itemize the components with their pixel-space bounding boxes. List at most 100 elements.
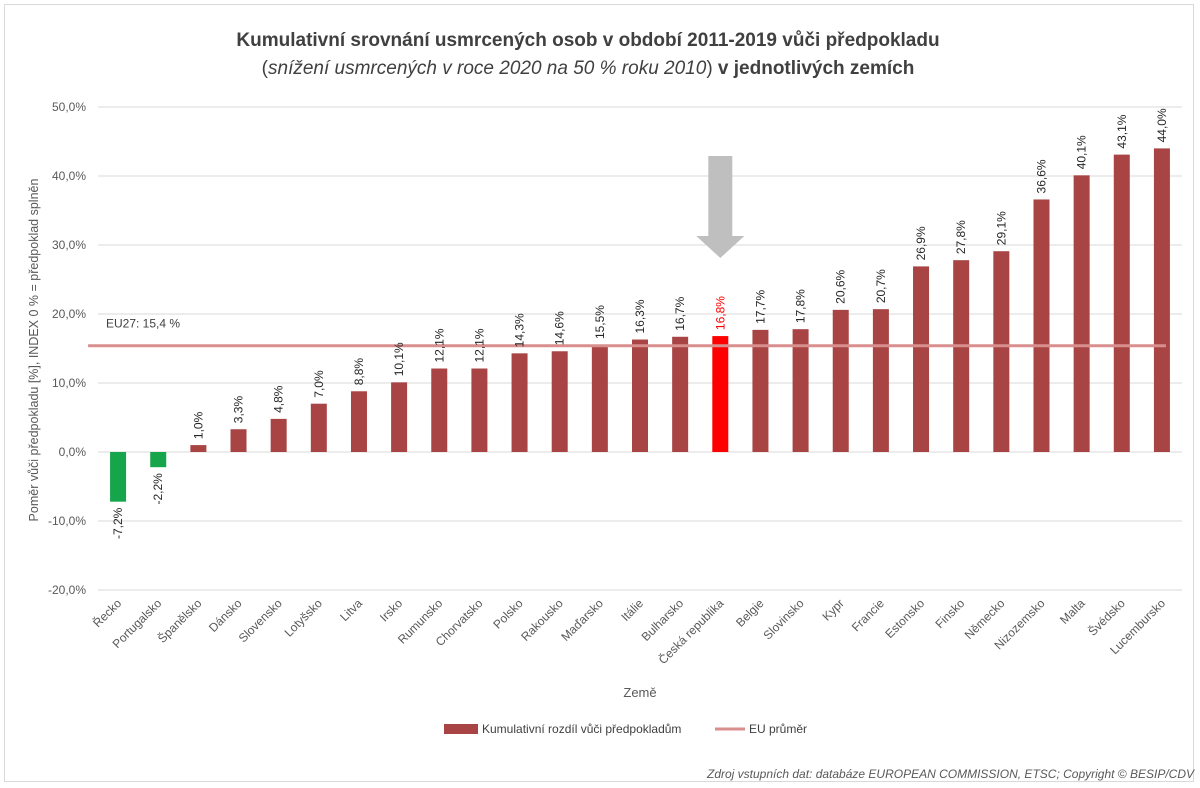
bar: [471, 368, 488, 452]
x-tick-label: Belgie: [733, 596, 767, 630]
x-tick-label: Francie: [849, 596, 887, 634]
x-tick-label: Španělsko: [154, 595, 204, 645]
bar: [672, 336, 689, 452]
data-label: 12,1%: [472, 328, 486, 362]
y-axis-ticks: -20,0% -10,0% 0,0% 10,0% 20,0% 30,0% 40,0% 50,0…: [48, 100, 86, 597]
x-tick-label: Litva: [337, 596, 365, 624]
y-tick-label: 10,0%: [52, 376, 86, 390]
bar: [953, 260, 970, 452]
y-axis-label: Poměr vůči předpokladu [%], INDEX 0 % = …: [27, 179, 41, 522]
data-label: 27,8%: [954, 220, 968, 254]
y-tick-label: -10,0%: [48, 514, 86, 528]
data-label: 26,9%: [914, 226, 928, 260]
bar: [591, 345, 608, 452]
bar: [632, 339, 648, 452]
bar: [551, 351, 568, 452]
bar: [230, 429, 247, 452]
x-tick-label: Finsko: [932, 596, 967, 631]
data-label: 20,7%: [874, 269, 888, 303]
data-label: -2,2%: [151, 473, 165, 505]
bar: [310, 403, 327, 452]
bar: [993, 251, 1010, 452]
data-label: 10,1%: [392, 342, 406, 376]
bar: [752, 329, 769, 452]
x-tick-label: Dánsko: [206, 596, 245, 635]
bar: [1153, 148, 1170, 452]
bar: [1113, 154, 1130, 453]
data-label: 29,1%: [994, 211, 1008, 245]
bar: [350, 391, 367, 452]
bar: [872, 309, 889, 452]
bar: [913, 266, 930, 452]
bar: [792, 329, 809, 452]
source-note: Zdroj vstupních dat: databáze EUROPEAN C…: [706, 767, 1194, 781]
legend-label-bar: Kumulativní rozdíl vůči předpokladům: [482, 722, 681, 736]
data-label: 16,3%: [633, 299, 647, 333]
data-label: 15,5%: [593, 305, 607, 339]
subtitle-close-paren: ): [706, 58, 713, 79]
bar: [190, 445, 207, 452]
data-label: 16,8%: [713, 296, 727, 330]
y-tick-label: 20,0%: [52, 307, 86, 321]
data-label: 43,1%: [1115, 114, 1129, 148]
chart-title: Kumulativní srovnání usmrcených osob v o…: [236, 30, 940, 51]
x-tick-label: Estonsko: [882, 596, 927, 641]
data-labels: -7,2% -2,2% 1,0% 3,3% 4,8% 7,0% 8,8% 10,1% 12,1%…: [111, 108, 1169, 539]
y-tick-label: 0,0%: [59, 445, 87, 459]
legend-label-line: EU průměr: [749, 722, 807, 736]
x-tick-label: Lotyšsko: [282, 596, 326, 640]
data-label: 8,8%: [352, 358, 366, 386]
subtitle-italic: snížení usmrcených v roce 2020 na 50 % r…: [268, 58, 707, 79]
bar: [150, 452, 167, 468]
bar: [1033, 199, 1050, 452]
y-tick-label: 30,0%: [52, 238, 86, 252]
data-label: 17,8%: [794, 289, 808, 323]
subtitle-bold: v jednotlivých zemích: [717, 58, 915, 79]
x-tick-label: Slovinsko: [760, 596, 806, 642]
y-tick-label: 50,0%: [52, 100, 86, 114]
x-tick-label: Irsko: [377, 596, 406, 625]
data-label: 14,6%: [553, 311, 567, 345]
bar: [431, 368, 448, 452]
bar: [270, 418, 287, 452]
data-label: 7,0%: [312, 370, 326, 398]
x-tick-label: Slovensko: [236, 596, 285, 645]
data-label: 20,6%: [834, 270, 848, 304]
data-label: 16,7%: [673, 296, 687, 330]
data-label: 3,3%: [232, 396, 246, 424]
data-label: 36,6%: [1034, 159, 1048, 193]
legend-swatch-bar: [444, 724, 478, 734]
data-label: 40,1%: [1075, 135, 1089, 169]
bar: [1073, 175, 1090, 452]
x-tick-label: Řecko: [90, 595, 125, 630]
x-tick-label: Rakousko: [518, 596, 566, 644]
x-tick-label: Itálie: [618, 596, 646, 624]
bar: [832, 309, 849, 452]
data-label: 44,0%: [1155, 108, 1169, 142]
annotations: EU27: 15,4 %: [106, 156, 745, 331]
legend: Kumulativní rozdíl vůči předpokladům EU p…: [444, 722, 807, 736]
eu-average-label: EU27: 15,4 %: [106, 317, 180, 331]
x-axis-label: Země: [623, 685, 656, 700]
subtitle-open-paren: (: [261, 58, 268, 79]
x-tick-label: Malta: [1057, 596, 1088, 627]
data-label: 17,7%: [753, 290, 767, 324]
bars: [110, 148, 1170, 502]
x-tick-label: Polsko: [490, 596, 526, 632]
data-label: 12,1%: [432, 328, 446, 362]
chart-subtitle: (snížení usmrcených v roce 2020 na 50 % …: [0, 58, 1176, 80]
x-tick-label: Maďarsko: [558, 596, 606, 644]
data-label: 14,3%: [513, 313, 527, 347]
data-label: 4,8%: [272, 385, 286, 413]
bar: [712, 336, 729, 452]
y-tick-label: -20,0%: [48, 583, 86, 597]
bar: [110, 452, 127, 502]
data-label: 1,0%: [191, 411, 205, 439]
data-label: -7,2%: [111, 507, 125, 539]
down-arrow-icon: [696, 156, 745, 258]
y-tick-label: 40,0%: [52, 169, 86, 183]
bar: [391, 382, 408, 452]
chart-frame: [4, 4, 1194, 782]
